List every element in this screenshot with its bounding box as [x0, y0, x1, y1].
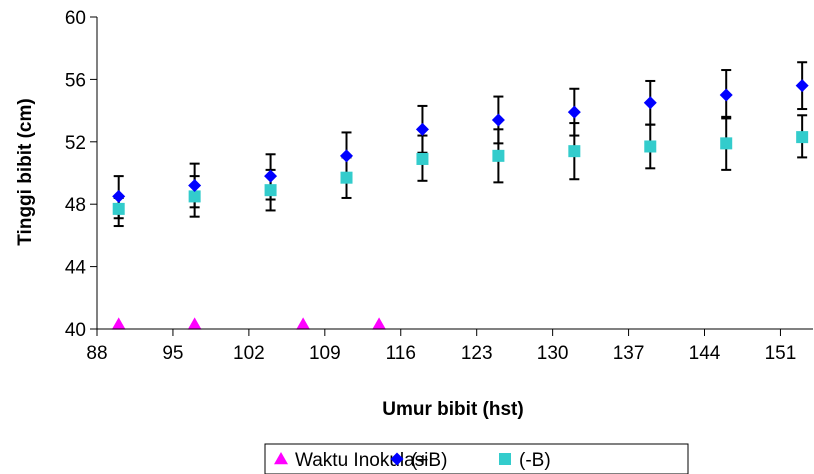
data-point-triangle: [372, 317, 387, 330]
legend-label: (+B): [411, 450, 447, 471]
legend-box: [264, 443, 689, 474]
legend-label: (-B): [519, 450, 551, 471]
plot-area: [111, 61, 809, 330]
data-point-square: [264, 184, 277, 197]
data-point-square: [112, 202, 125, 215]
data-point-diamond: [795, 79, 809, 93]
data-point-diamond: [643, 96, 657, 110]
data-point-square: [188, 190, 201, 203]
data-point-triangle: [187, 317, 202, 330]
y-tick-label: 60: [65, 8, 86, 29]
data-point-diamond: [491, 113, 505, 127]
x-tick-label: 137: [613, 343, 645, 364]
x-tick-label: 144: [689, 343, 721, 364]
data-point-square: [644, 140, 657, 153]
data-point-diamond: [340, 149, 354, 163]
data-point-square: [796, 131, 809, 144]
data-point-square: [416, 152, 429, 165]
x-tick-label: 130: [537, 343, 569, 364]
data-point-diamond: [188, 178, 202, 192]
legend-marker-triangle: [274, 452, 288, 465]
y-tick-label: 52: [65, 133, 86, 154]
data-point-diamond: [567, 105, 581, 119]
x-tick-label: 123: [461, 343, 493, 364]
x-tick-label: 95: [162, 343, 183, 364]
data-point-diamond: [112, 189, 126, 203]
data-point-triangle: [296, 317, 311, 330]
x-tick-label: 151: [765, 343, 797, 364]
data-point-square: [568, 145, 581, 158]
x-tick-label: 116: [386, 343, 416, 364]
data-point-triangle: [111, 317, 126, 330]
x-tick-label: 88: [86, 343, 107, 364]
legend: Waktu Inokulasi(+B) (-B): [264, 443, 689, 474]
y-tick-label: 44: [65, 258, 87, 279]
x-axis-title: Umur bibit (hst): [382, 399, 523, 420]
legend-marker-square: [499, 453, 511, 465]
legend-label: Waktu Inokulasi: [295, 450, 428, 471]
y-axis-title: Tinggi bibit (cm): [15, 98, 36, 245]
data-point-square: [340, 171, 353, 184]
data-point-diamond: [719, 88, 733, 102]
axes: 40 44 48 52 56 60 88 95 102 109 116 123 130 137 144 151: [65, 8, 813, 364]
legend-marker-diamond: [390, 452, 404, 466]
data-point-square: [492, 149, 505, 162]
y-tick-label: 40: [65, 320, 86, 341]
data-point-square: [720, 137, 733, 150]
data-point-diamond: [264, 169, 278, 183]
y-tick-label: 56: [65, 70, 86, 91]
y-tick-label: 48: [65, 195, 86, 216]
x-tick-label: 102: [233, 343, 265, 364]
x-tick-label: 109: [309, 343, 341, 364]
data-point-diamond: [415, 122, 429, 136]
